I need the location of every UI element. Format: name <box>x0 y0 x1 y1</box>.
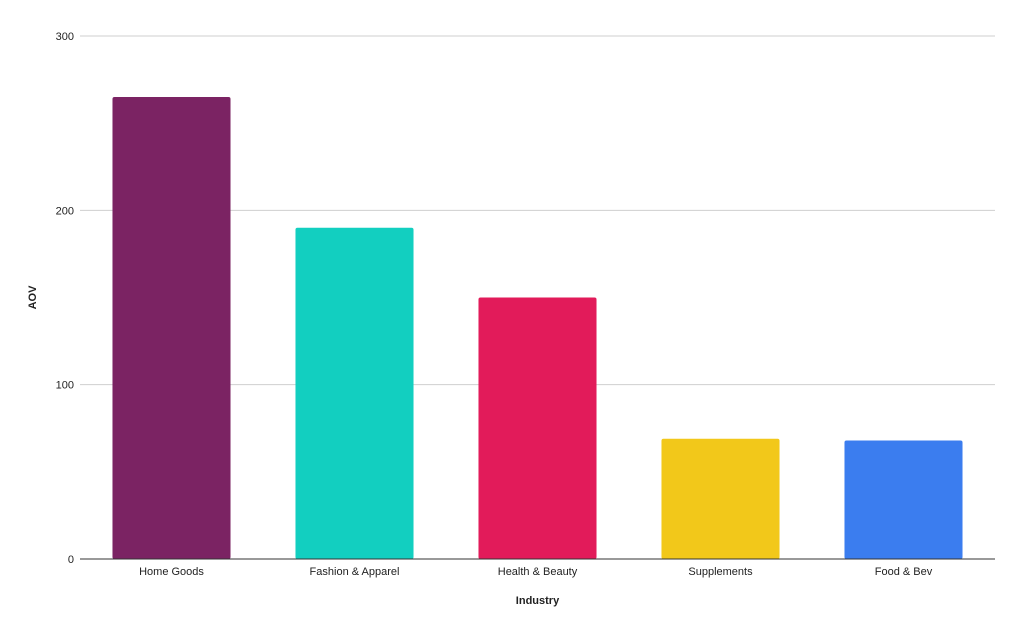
y-tick-label: 100 <box>56 380 74 392</box>
bars <box>112 97 963 560</box>
y-tick-label: 200 <box>56 205 74 217</box>
x-tick-label: Home Goods <box>139 566 204 578</box>
bar <box>295 227 414 559</box>
x-axis-title: Industry <box>516 595 560 607</box>
y-tick-label: 0 <box>68 554 74 566</box>
y-axis-title: AOV <box>27 285 39 310</box>
y-tick-labels: 0 100 200 300 <box>56 31 74 566</box>
x-tick-label: Supplements <box>688 566 753 578</box>
bar <box>478 297 597 559</box>
bar <box>661 438 780 559</box>
bar <box>112 97 231 560</box>
x-tick-label: Health & Beauty <box>498 566 578 578</box>
x-tick-label: Food & Bev <box>875 566 933 578</box>
y-tick-label: 300 <box>56 31 74 43</box>
x-tick-label: Fashion & Apparel <box>310 566 400 578</box>
x-tick-labels: Home Goods Fashion & Apparel Health & Beau… <box>139 566 933 578</box>
bar <box>844 440 963 559</box>
